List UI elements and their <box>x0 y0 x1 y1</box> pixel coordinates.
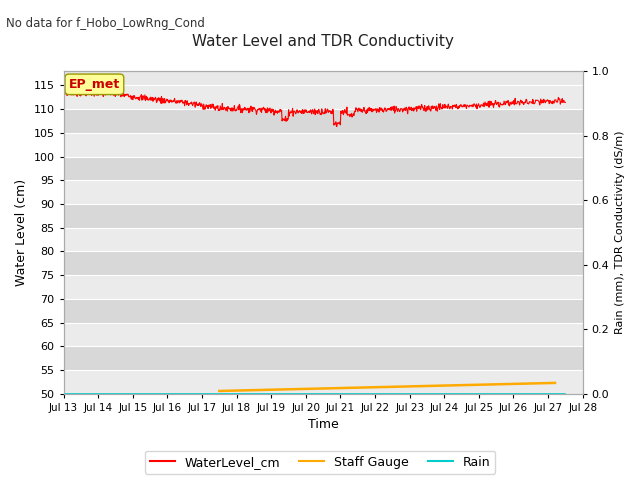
Title: Water Level and TDR Conductivity: Water Level and TDR Conductivity <box>192 34 454 49</box>
Bar <box>63 252 582 275</box>
Text: No data for f_Hobo_LowRng_Cond: No data for f_Hobo_LowRng_Cond <box>6 17 205 30</box>
Text: EP_met: EP_met <box>68 78 120 91</box>
Y-axis label: Water Level (cm): Water Level (cm) <box>15 179 28 286</box>
Y-axis label: Rain (mm), TDR Conductivity (dS/m): Rain (mm), TDR Conductivity (dS/m) <box>615 131 625 334</box>
Bar <box>63 323 582 347</box>
Bar <box>63 85 582 109</box>
Bar <box>63 204 582 228</box>
Bar <box>63 370 582 394</box>
Bar <box>63 109 582 133</box>
Bar <box>63 275 582 299</box>
X-axis label: Time: Time <box>308 419 339 432</box>
Bar <box>63 156 582 180</box>
Bar <box>63 133 582 156</box>
Bar <box>63 347 582 370</box>
Bar <box>63 299 582 323</box>
Legend: WaterLevel_cm, Staff Gauge, Rain: WaterLevel_cm, Staff Gauge, Rain <box>145 451 495 474</box>
Bar <box>63 180 582 204</box>
Bar <box>63 228 582 252</box>
